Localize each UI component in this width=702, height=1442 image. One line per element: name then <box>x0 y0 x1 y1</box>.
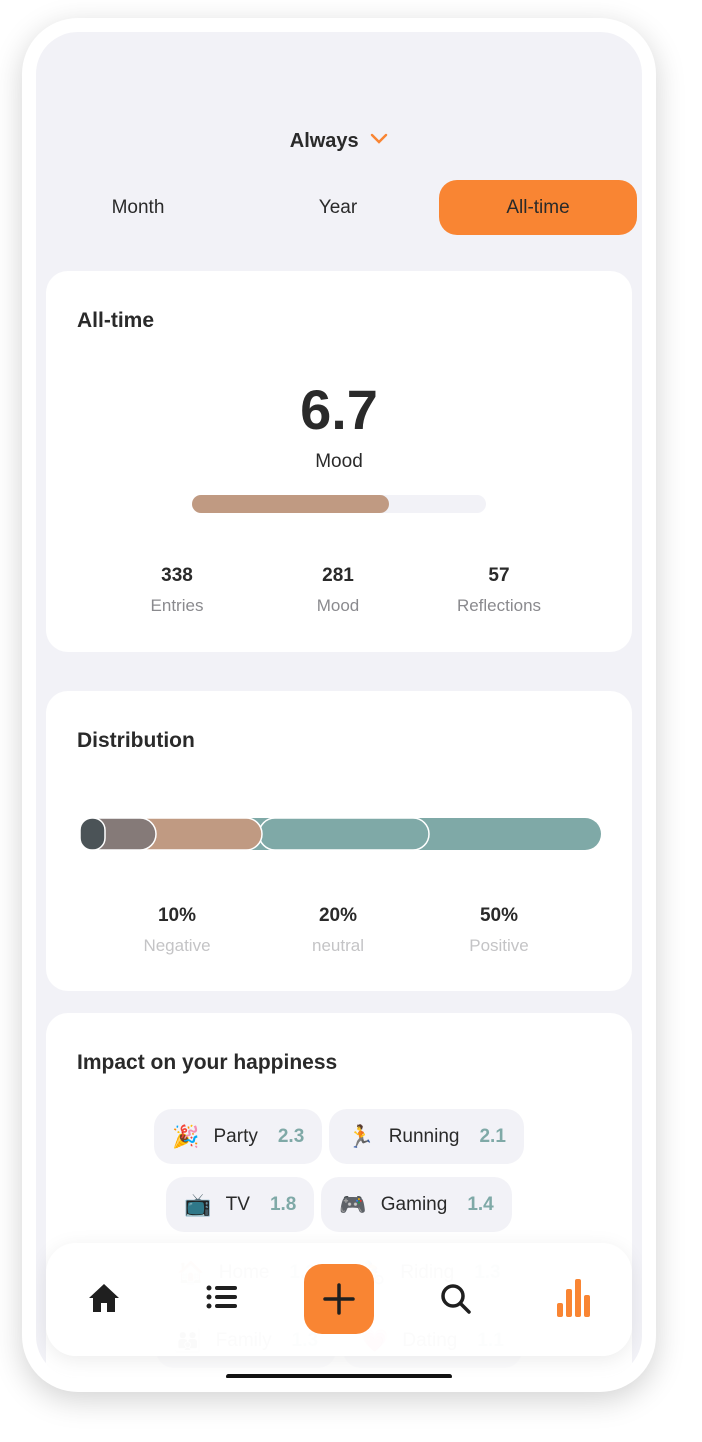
score: 6.7 <box>300 378 378 441</box>
stat-value: 338 <box>161 565 193 586</box>
home-indicator <box>226 1374 452 1378</box>
score-label: Mood <box>315 451 363 472</box>
tab[interactable]: Year <box>318 197 358 218</box>
chip[interactable]: 📺 TV 1.8 <box>166 1177 315 1232</box>
stat-value: 281 <box>322 565 354 586</box>
list-icon[interactable] <box>206 1283 238 1311</box>
card-title: All-time <box>77 309 155 332</box>
stat: 50% Positive <box>419 905 579 956</box>
segment <box>258 817 430 851</box>
card-title: Distribution <box>77 729 195 752</box>
chip-name: Party <box>213 1125 258 1147</box>
stat-label: Mood <box>316 596 360 615</box>
chip-name: Running <box>388 1125 460 1147</box>
chip-icon: 🎮 <box>339 1191 367 1217</box>
plus-icon <box>323 1283 355 1315</box>
chip[interactable]: 🎮 Gaming 1.4 <box>321 1177 512 1232</box>
card-title: Impact on your happiness <box>77 1051 338 1074</box>
stat-label: Entries <box>150 596 204 615</box>
summary-card: All-time 6.7 Mood 338 Entries 281 Mood 57 R… <box>46 271 632 652</box>
tab-active[interactable]: All-time <box>439 180 637 235</box>
screen: Always Month Year All-time All-time 6.7 … <box>36 32 642 1378</box>
distribution-bar <box>79 817 601 851</box>
stat-value: 57 <box>488 565 510 586</box>
home-icon[interactable] <box>87 1281 121 1315</box>
chip-icon: 📺 <box>184 1191 212 1217</box>
stat-label: Reflections <box>456 596 542 615</box>
distribution-card: Distribution 10% Negative 20% neutral 50% P… <box>46 691 632 991</box>
period-label[interactable]: Always <box>289 130 359 152</box>
stat-value: 50% <box>479 905 519 926</box>
stat: 20% neutral <box>258 905 418 956</box>
stat-value: 20% <box>318 905 358 926</box>
stat: 281 Mood <box>258 565 418 616</box>
chip-row: 📺 TV 1.8 🎮 Gaming 1.4 <box>46 1177 632 1232</box>
mood-track <box>192 495 486 513</box>
stat-label: Positive <box>469 936 529 955</box>
chip-value: 1.4 <box>467 1193 494 1215</box>
segment <box>79 817 106 851</box>
tab[interactable]: Month <box>111 197 165 218</box>
chip-name: TV <box>225 1193 250 1215</box>
chip-row: 🎉 Party 2.3 🏃 Running 2.1 <box>46 1109 632 1164</box>
mood-fill <box>192 495 389 513</box>
period-picker[interactable]: Always <box>36 130 642 153</box>
search-icon[interactable] <box>440 1283 472 1315</box>
chevron <box>371 133 388 144</box>
stat-value: 10% <box>157 905 197 926</box>
chip-value: 2.3 <box>277 1125 305 1147</box>
chip-value: 2.1 <box>479 1125 506 1147</box>
chip[interactable]: 🎉 Party 2.3 <box>154 1109 323 1164</box>
add-button[interactable] <box>304 1264 374 1334</box>
stats-icon[interactable] <box>557 1279 591 1317</box>
chip-name: Gaming <box>380 1193 448 1215</box>
stat: 57 Reflections <box>419 565 579 616</box>
stat-label: neutral <box>312 936 364 955</box>
chip-icon: 🎉 <box>172 1123 200 1149</box>
stat: 338 Entries <box>97 565 257 616</box>
stat-label: Negative <box>143 936 211 955</box>
chip[interactable]: 🏃 Running 2.1 <box>329 1109 524 1164</box>
tab-bar <box>46 1243 632 1356</box>
chip-value: 1.8 <box>269 1193 297 1215</box>
chip-icon: 🏃 <box>347 1123 375 1149</box>
stat: 10% Negative <box>97 905 257 956</box>
